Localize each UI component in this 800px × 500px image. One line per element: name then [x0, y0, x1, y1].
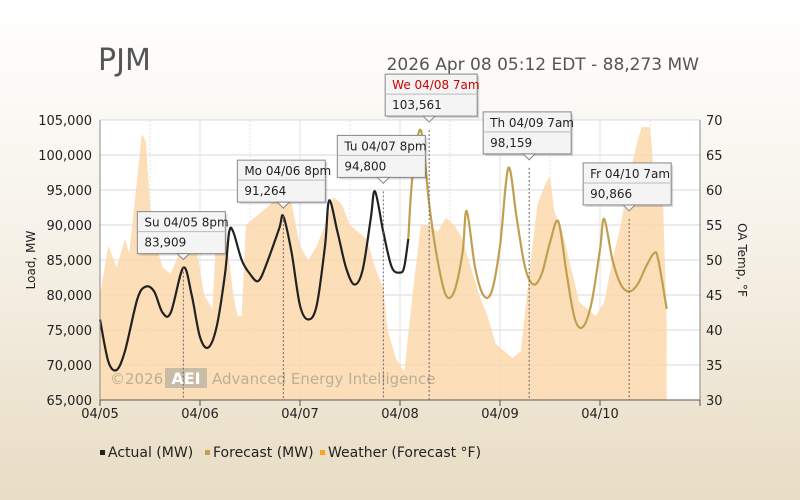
- callout: Su 04/05 8pm 83,909: [136, 211, 229, 400]
- legend-label: Forecast (MW): [213, 445, 314, 461]
- callout-date: Th 04/09 7am: [489, 116, 574, 130]
- legend: Actual (MW) Forecast (MW) Weather (Forecas…: [100, 445, 481, 461]
- axes: 65,000 70,000 75,000 80,000 85,000 90,000 95,0…: [24, 114, 749, 422]
- weather-series-area: [100, 127, 667, 400]
- callout: Mo 04/06 8pm 91,264: [236, 159, 331, 400]
- callout-date: Tu 04/07 8pm: [343, 139, 426, 153]
- y-tick-label: 90,000: [47, 219, 93, 234]
- x-tick-label: 04/05: [81, 407, 118, 422]
- callout-date: Su 04/05 8pm: [144, 216, 228, 230]
- callouts: Su 04/05 8pm 83,909 Mo 04/06 8pm 91,264 Tu 0…: [136, 73, 674, 400]
- callout-box: [136, 211, 226, 255]
- legend-swatch: [205, 450, 210, 455]
- callout: We 04/08 7am 103,561: [384, 73, 480, 400]
- y2-tick-label: 70: [706, 114, 723, 129]
- y2-tick-label: 40: [706, 324, 723, 339]
- watermark-company: Advanced Energy Intelligence: [212, 370, 435, 388]
- y-tick-label: 95,000: [47, 184, 93, 199]
- callout-value: 94,800: [344, 159, 386, 173]
- callout-pointer: [421, 115, 437, 123]
- y-tick-label: 85,000: [47, 254, 93, 269]
- weather-area: [100, 127, 667, 400]
- y-axis-label: Load, MW: [24, 231, 38, 290]
- y-tick-label: 100,000: [38, 149, 92, 164]
- callout-box: [482, 111, 572, 155]
- y2-tick-label: 45: [706, 289, 723, 304]
- aei-logo-icon: [165, 368, 207, 388]
- callout-box: [236, 159, 326, 203]
- callout-box: [336, 134, 426, 178]
- callout: Fr 04/10 7am 90,866: [582, 162, 674, 400]
- x-tick-label: 04/09: [481, 407, 518, 422]
- callout-date: We 04/08 7am: [392, 78, 479, 92]
- y2-tick-label: 60: [706, 184, 723, 199]
- forecast-series-line: [407, 128, 668, 329]
- legend-label: Weather (Forecast °F): [328, 445, 481, 461]
- x-tick-label: 04/10: [581, 407, 618, 422]
- callout: Tu 04/07 8pm 94,800: [336, 134, 428, 400]
- callout-value: 91,264: [244, 184, 286, 198]
- callout-pointer: [276, 201, 291, 209]
- load-lines: [98, 128, 668, 372]
- y2-tick-label: 50: [706, 254, 723, 269]
- callout-value: 90,866: [590, 187, 632, 201]
- chart-subtitle: 2026 Apr 08 05:12 EDT - 88,273 MW: [387, 55, 700, 75]
- y2-tick-label: 65: [706, 149, 723, 164]
- watermark-logo: AEI: [171, 369, 200, 388]
- y-tick-label: 75,000: [47, 324, 93, 339]
- actual-series-line: [98, 190, 410, 372]
- legend-label: Actual (MW): [108, 445, 193, 461]
- y2-tick-label: 35: [706, 359, 723, 374]
- callout-pointer: [176, 253, 191, 261]
- x-tick-label: 04/06: [181, 407, 218, 422]
- legend-swatch: [320, 450, 325, 455]
- watermark: ©2026 AEI Advanced Energy Intelligence: [110, 368, 435, 388]
- y-tick-label: 80,000: [47, 289, 93, 304]
- callout: Th 04/09 7am 98,159: [482, 111, 574, 400]
- callout-date: Fr 04/10 7am: [590, 167, 670, 181]
- callout-pointer: [621, 204, 637, 212]
- callout-box: [384, 73, 478, 117]
- x-tick-label: 04/07: [281, 407, 318, 422]
- y2-tick-label: 55: [706, 219, 723, 234]
- callout-pointer: [376, 176, 391, 185]
- callout-value: 83,909: [144, 236, 186, 250]
- y-tick-label: 65,000: [47, 394, 93, 409]
- chart-title: PJM: [98, 43, 151, 78]
- legend-swatch: [100, 450, 105, 455]
- callout-value: 103,561: [392, 98, 442, 112]
- y-tick-label: 70,000: [47, 359, 93, 374]
- callout-value: 98,159: [490, 136, 532, 150]
- x-tick-label: 04/08: [381, 407, 418, 422]
- y2-tick-label: 30: [706, 394, 723, 409]
- watermark-copyright: ©2026: [110, 370, 163, 388]
- callout-pointer: [521, 153, 537, 161]
- y2-axis-label: OA Temp, °F: [735, 223, 749, 297]
- callout-date: Mo 04/06 8pm: [244, 164, 331, 178]
- y-tick-label: 105,000: [38, 114, 92, 129]
